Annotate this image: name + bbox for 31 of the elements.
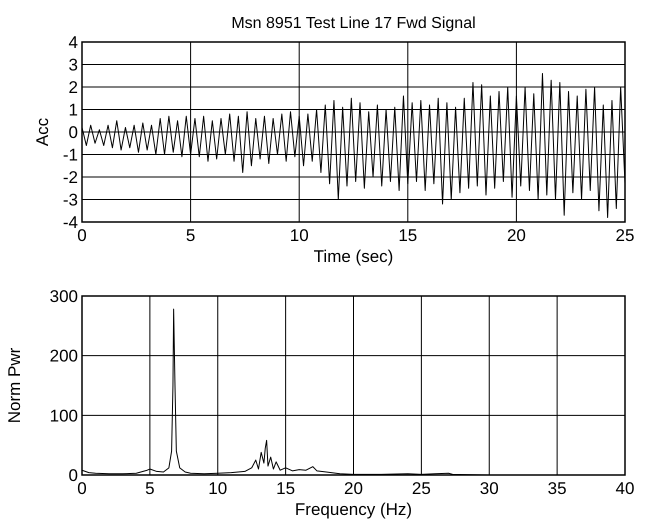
x-tick-label: 15 — [398, 226, 418, 245]
x-tick-label: 10 — [208, 479, 228, 498]
x-tick-label: 15 — [276, 479, 296, 498]
y-axis-title: Norm Pwr — [5, 347, 24, 424]
y-tick-label: -2 — [62, 168, 78, 187]
x-tick-label: 25 — [412, 479, 431, 498]
y-axis-title: Acc — [33, 117, 52, 146]
x-axis-title: Time (sec) — [314, 247, 394, 266]
y-tick-label: 3 — [68, 56, 78, 74]
x-tick-label: 20 — [506, 226, 526, 245]
y-tick-label: 2 — [68, 78, 78, 97]
y-tick-label: -3 — [62, 190, 78, 210]
y-tick-label: -1 — [62, 146, 78, 164]
x-tick-label: 20 — [344, 479, 363, 498]
chart-title: Msn 8951 Test Line 17 Fwd Signal — [231, 15, 476, 32]
x-tick-label: 5 — [145, 479, 155, 498]
x-axis-title: Frequency (Hz) — [294, 500, 412, 519]
x-tick-label: 30 — [480, 479, 499, 498]
y-tick-label: 300 — [50, 287, 78, 306]
y-tick-label: -4 — [62, 213, 78, 232]
y-tick-label: 4 — [68, 33, 78, 52]
x-tick-label: 10 — [290, 226, 309, 245]
y-tick-label: 1 — [68, 100, 78, 120]
y-tick-label: 100 — [50, 406, 78, 426]
x-tick-label: 35 — [548, 479, 567, 498]
x-tick-label: 40 — [616, 479, 634, 498]
x-tick-label: 25 — [616, 226, 634, 245]
x-tick-label: 5 — [186, 226, 196, 245]
y-tick-label: 200 — [50, 346, 78, 366]
y-tick-label: 0 — [68, 123, 78, 142]
y-tick-label: 0 — [68, 466, 78, 485]
